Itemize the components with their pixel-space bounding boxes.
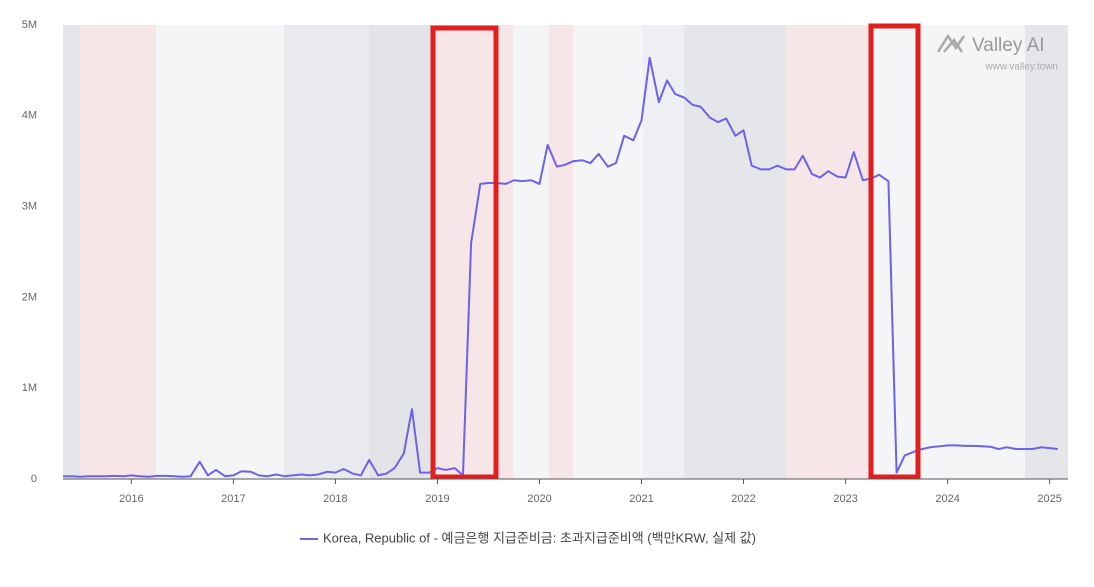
legend-label[interactable]: Korea, Republic of - 예금은행 지급준비금: 초과지급준비액…: [323, 530, 756, 545]
x-tick-label: 2021: [629, 493, 653, 505]
y-tick-label: 1M: [22, 382, 37, 394]
y-tick-label: 2M: [22, 291, 37, 303]
x-tick-label: 2017: [221, 493, 245, 505]
x-tick-label: 2024: [935, 493, 959, 505]
highlight-box: [868, 23, 921, 480]
y-tick-label: 0: [31, 473, 37, 485]
plot: [63, 56, 1058, 478]
watermark-title: Valley AI: [972, 35, 1045, 56]
x-tick-label: 2023: [833, 493, 857, 505]
x-tick-label: 2022: [731, 493, 755, 505]
y-tick-label: 3M: [22, 201, 37, 213]
x-tick-label: 2016: [119, 493, 143, 505]
x-tick-label: 2025: [1037, 493, 1061, 505]
x-tick-label: 2018: [323, 493, 347, 505]
x-tick-label: 2020: [527, 493, 551, 505]
watermark-url: www.valley.town: [984, 62, 1058, 73]
highlight-box: [430, 25, 499, 480]
y-tick-label: 4M: [22, 110, 37, 122]
x-tick-label: 2019: [425, 493, 449, 505]
watermark-logo: [936, 33, 966, 53]
watermark: Valley AI www.valley.town: [936, 33, 1058, 73]
background-bands: [63, 25, 1068, 479]
data-line: [63, 56, 1058, 478]
y-tick-label: 5M: [22, 19, 37, 31]
